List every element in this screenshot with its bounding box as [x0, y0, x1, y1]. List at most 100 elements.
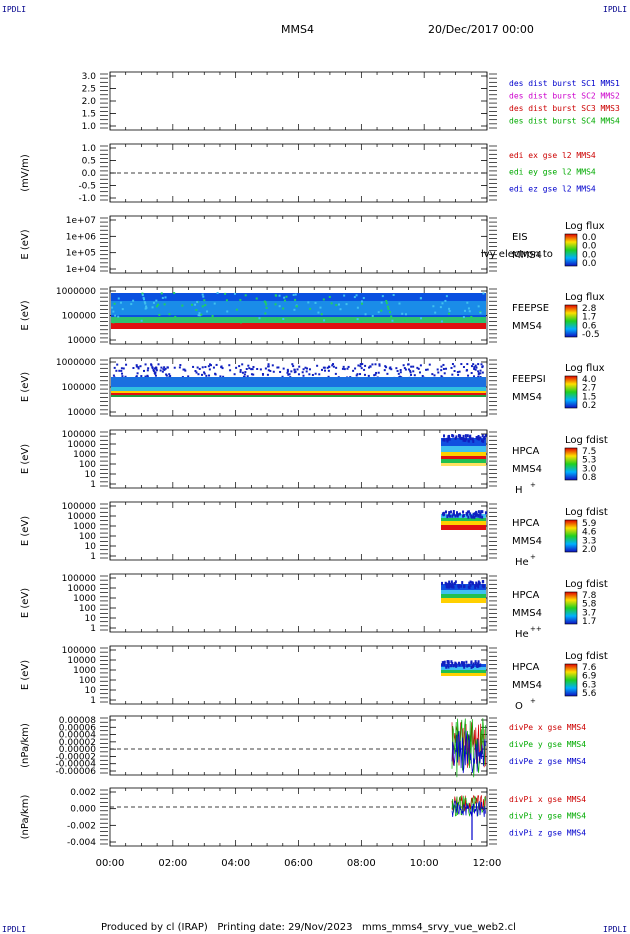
- spectrogram-pixel: [252, 365, 255, 368]
- spectrogram-pixel: [470, 365, 473, 368]
- spectrogram-pixel: [320, 368, 323, 371]
- y-axis-label: E (eV): [20, 229, 31, 259]
- spectrogram-pixel: [113, 302, 116, 305]
- spectrogram-pixel: [441, 302, 444, 305]
- spectrogram-pixel: [459, 434, 462, 438]
- spectrogram-pixel: [404, 368, 407, 371]
- colorbar: [564, 591, 578, 625]
- spectrogram-pixel: [472, 439, 475, 443]
- spectrogram-pixel: [359, 363, 362, 366]
- y-tick-label: 100000: [62, 430, 97, 440]
- spectrogram-pixel: [389, 311, 392, 314]
- spectrogram-pixel: [472, 664, 475, 668]
- time-tick-label: 08:00: [347, 858, 376, 869]
- spectrogram-pixel: [173, 366, 176, 369]
- y-tick-label: -0.004: [67, 838, 96, 848]
- spectrogram-pixel: [201, 366, 204, 369]
- spectrogram-pixel: [477, 582, 480, 586]
- spectrogram-pixel: [471, 437, 474, 441]
- spectrogram-pixel: [215, 363, 218, 366]
- spectrogram-pixel: [201, 293, 204, 296]
- spectrogram-pixel: [476, 664, 479, 668]
- spectrogram-pixel: [433, 374, 436, 377]
- spectrogram-pixel: [407, 368, 410, 371]
- spectrogram-pixel: [219, 375, 222, 378]
- time-tick-label: 00:00: [96, 858, 125, 869]
- spectrogram-pixel: [444, 581, 447, 585]
- spectrogram-pixel: [473, 366, 476, 369]
- spectrogram-pixel: [356, 373, 359, 376]
- spectrogram-pixel: [466, 664, 469, 668]
- spectrogram-pixel: [343, 368, 346, 371]
- legend-entry: des dist burst SC1 MMS1: [509, 79, 620, 88]
- y-tick-label: 1: [90, 552, 96, 562]
- spectrogram-pixel: [454, 661, 457, 665]
- spectrogram-pixel: [316, 364, 319, 367]
- spectrogram-pixel: [462, 437, 465, 441]
- spectrogram-pixel: [479, 311, 482, 314]
- legend-entry: edi ez gse l2 MMS4: [509, 184, 596, 193]
- spectrogram-pixel: [124, 375, 127, 378]
- colorbar-tick: 0.8: [582, 473, 597, 483]
- species-charge: +: [530, 697, 536, 705]
- spectrogram-pixel: [296, 319, 299, 322]
- spectrogram-pixel: [467, 374, 470, 377]
- colorbar-tick: 1.7: [582, 313, 596, 323]
- spectrogram-pixel: [235, 366, 238, 369]
- spectrogram-pixel: [450, 580, 453, 584]
- spectrogram-pixel: [265, 303, 268, 306]
- spectrogram-pixel: [443, 438, 446, 442]
- spectrogram-pixel: [161, 296, 164, 299]
- spectrogram-pixel: [403, 319, 406, 322]
- spectrogram-pixel: [401, 312, 404, 315]
- spectrogram-pixel: [152, 301, 155, 304]
- spectrogram-pixel: [467, 439, 470, 443]
- spectrogram-pixel: [112, 374, 115, 377]
- spectrogram-pixel: [477, 375, 480, 378]
- spectrogram-pixel: [443, 434, 446, 438]
- spectrogram-pixel: [416, 366, 419, 369]
- y-tick-label: 100000: [62, 574, 97, 584]
- header-spacecraft: MMS4: [281, 23, 314, 36]
- spectrogram-pixel: [233, 292, 236, 295]
- spectrogram-pixel: [412, 370, 415, 373]
- y-tick-label: 0.000: [70, 805, 96, 815]
- spectrogram-pixel: [233, 373, 236, 376]
- spectrogram-pixel: [136, 372, 139, 375]
- spectrogram-pixel: [363, 373, 366, 376]
- spectrogram-pixel: [145, 306, 148, 309]
- spectrogram-pixel: [391, 319, 394, 322]
- feepsi-spectrogram: [111, 363, 486, 397]
- spectrogram-pixel: [154, 371, 157, 374]
- spectrogram-pixel: [402, 364, 405, 367]
- spectrogram-band: [441, 598, 486, 603]
- spectrogram-pixel: [317, 311, 320, 314]
- spectrogram-pixel: [341, 367, 344, 370]
- spectrogram-pixel: [250, 373, 253, 376]
- spectrogram-pixel: [112, 321, 115, 324]
- instrument-label: FEEPSI: [512, 374, 546, 385]
- spectrogram-pixel: [458, 512, 461, 516]
- spectrogram-pixel: [252, 373, 255, 376]
- spectrogram-pixel: [121, 375, 124, 378]
- spectrogram-pixel: [308, 373, 311, 376]
- spectrogram-pixel: [166, 366, 169, 369]
- spectrogram-pixel: [146, 369, 149, 372]
- spectrogram-pixel: [264, 367, 267, 370]
- spectrogram-pixel: [451, 661, 454, 665]
- y-tick-label: 1: [90, 696, 96, 706]
- y-tick-label: -1.0: [78, 194, 96, 204]
- spectrogram-pixel: [195, 308, 198, 311]
- legend-entry: des dist burst SC2 MMS2: [509, 92, 620, 101]
- spectrogram-pixel: [320, 313, 323, 316]
- spectrogram-pixel: [305, 370, 308, 373]
- colorbar-tick: 3.7: [582, 608, 596, 618]
- y-tick-label: 1.0: [82, 122, 97, 132]
- spectrogram-pixel: [367, 374, 370, 377]
- colorbar-tick: 6.9: [582, 672, 597, 682]
- spectrogram-pixel: [307, 301, 310, 304]
- spectrogram-band: [441, 438, 486, 446]
- spectrogram-pixel: [225, 299, 228, 302]
- spectrogram-pixel: [475, 581, 478, 585]
- spectrogram-pixel: [446, 660, 449, 664]
